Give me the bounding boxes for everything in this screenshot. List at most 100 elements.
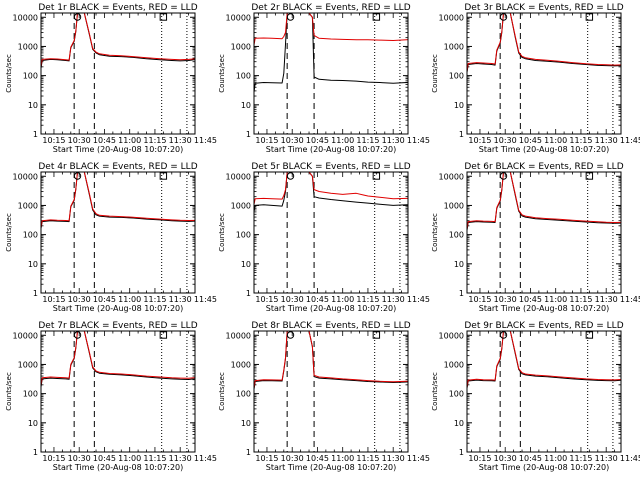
y-tick-label: 100 bbox=[449, 231, 464, 240]
square-marker bbox=[159, 331, 168, 339]
x-tick-label: 10:30 bbox=[281, 136, 304, 145]
x-tick-label: 10:30 bbox=[68, 136, 91, 145]
x-tick-label: 11:00 bbox=[118, 295, 141, 304]
x-tick-label: 11:45 bbox=[194, 136, 217, 145]
panel-title: Det 3r BLACK = Events, RED = LLD bbox=[464, 3, 623, 13]
x-tick-label: 11:15 bbox=[569, 295, 592, 304]
series-group bbox=[254, 172, 408, 215]
y-tick-label: 100 bbox=[23, 390, 38, 399]
y-axis-label: Counts/sec bbox=[431, 372, 439, 411]
x-tick-label: 11:30 bbox=[169, 295, 192, 304]
x-tick-label: 11:30 bbox=[382, 136, 405, 145]
panel-det-4: Det 4r BLACK = Events, RED = LLD Counts/s… bbox=[5, 162, 217, 313]
circle-marker bbox=[499, 172, 508, 180]
x-tick-label: 10:30 bbox=[281, 454, 304, 463]
x-tick-label: 11:00 bbox=[331, 454, 354, 463]
events-series-line bbox=[467, 172, 621, 234]
lld-series-line bbox=[41, 13, 195, 70]
y-axis-label: Counts/sec bbox=[218, 54, 226, 93]
y-tick-label: 1 bbox=[33, 448, 38, 457]
plot-frame bbox=[466, 12, 622, 135]
x-tick-label: 11:30 bbox=[382, 454, 405, 463]
y-axis-label: Counts/sec bbox=[218, 213, 226, 252]
x-tick-label: 10:15 bbox=[468, 295, 491, 304]
panel-det-3: Det 3r BLACK = Events, RED = LLD Counts/s… bbox=[431, 3, 640, 154]
series-group bbox=[254, 331, 408, 393]
y-axis-label: Counts/sec bbox=[431, 213, 439, 252]
x-tick-label: 11:00 bbox=[118, 454, 141, 463]
x-axis-label: Start Time (20-Aug-08 10:07:20) bbox=[53, 463, 184, 472]
y-tick-label: 10 bbox=[454, 101, 464, 110]
x-tick-label: 11:30 bbox=[595, 295, 618, 304]
y-tick-label: 1 bbox=[246, 130, 251, 139]
circle-marker bbox=[73, 331, 82, 339]
panel-det-1: Det 1r BLACK = Events, RED = LLD Counts/s… bbox=[5, 3, 217, 154]
series-group bbox=[467, 172, 621, 234]
x-tick-label: 10:45 bbox=[306, 454, 329, 463]
x-tick-label: 11:45 bbox=[407, 454, 430, 463]
y-axis-label: Counts/sec bbox=[218, 372, 226, 411]
y-tick-label: 1 bbox=[33, 130, 38, 139]
panel-title: Det 2r BLACK = Events, RED = LLD bbox=[251, 3, 410, 13]
x-tick-label: 11:45 bbox=[194, 295, 217, 304]
x-tick-label: 11:15 bbox=[356, 295, 379, 304]
lld-series-line bbox=[41, 331, 195, 389]
x-tick-label: 10:15 bbox=[42, 295, 65, 304]
y-tick-label: 10 bbox=[28, 260, 38, 269]
y-tick-label: 100 bbox=[23, 72, 38, 81]
events-series-line bbox=[254, 13, 408, 97]
y-tick-label: 1 bbox=[33, 289, 38, 298]
series-group bbox=[467, 331, 621, 392]
x-tick-label: 11:45 bbox=[407, 295, 430, 304]
y-tick-label: 1000 bbox=[444, 201, 464, 210]
y-tick-label: 10000 bbox=[439, 13, 464, 22]
x-tick-label: 10:45 bbox=[519, 136, 542, 145]
series-group bbox=[41, 13, 195, 72]
plot-frame bbox=[253, 171, 409, 294]
lld-series-line bbox=[41, 172, 195, 231]
x-tick-label: 11:15 bbox=[569, 136, 592, 145]
y-axis-label: Counts/sec bbox=[5, 54, 13, 93]
y-tick-label: 1 bbox=[246, 448, 251, 457]
series-group bbox=[467, 13, 621, 76]
y-tick-label: 100 bbox=[449, 390, 464, 399]
x-tick-label: 10:15 bbox=[255, 295, 278, 304]
x-tick-label: 10:15 bbox=[255, 136, 278, 145]
x-axis-label: Start Time (20-Aug-08 10:07:20) bbox=[479, 304, 610, 313]
y-tick-label: 10000 bbox=[226, 331, 251, 340]
y-tick-label: 10 bbox=[454, 260, 464, 269]
panel-det-9: Det 9r BLACK = Events, RED = LLD Counts/s… bbox=[431, 321, 640, 472]
x-tick-label: 11:30 bbox=[169, 136, 192, 145]
square-marker bbox=[372, 331, 381, 339]
y-tick-label: 1000 bbox=[231, 360, 251, 369]
square-marker bbox=[585, 331, 594, 339]
y-tick-label: 100 bbox=[236, 72, 251, 81]
y-tick-label: 1 bbox=[459, 130, 464, 139]
y-tick-label: 100 bbox=[236, 231, 251, 240]
y-tick-label: 10000 bbox=[439, 331, 464, 340]
plot-frame bbox=[40, 330, 196, 453]
x-tick-label: 11:30 bbox=[382, 295, 405, 304]
x-axis-label: Start Time (20-Aug-08 10:07:20) bbox=[53, 145, 184, 154]
plot-frame bbox=[466, 171, 622, 294]
x-tick-label: 10:15 bbox=[468, 136, 491, 145]
circle-marker bbox=[286, 172, 295, 180]
x-tick-label: 10:45 bbox=[93, 136, 116, 145]
y-tick-label: 10000 bbox=[439, 172, 464, 181]
x-tick-label: 10:30 bbox=[494, 295, 517, 304]
y-tick-label: 1000 bbox=[444, 42, 464, 51]
x-tick-label: 11:30 bbox=[595, 454, 618, 463]
y-tick-label: 1 bbox=[246, 289, 251, 298]
x-tick-label: 10:30 bbox=[494, 454, 517, 463]
x-tick-label: 10:30 bbox=[68, 454, 91, 463]
plot-frame bbox=[40, 171, 196, 294]
y-tick-label: 10 bbox=[28, 101, 38, 110]
y-tick-label: 1000 bbox=[18, 201, 38, 210]
x-axis-label: Start Time (20-Aug-08 10:07:20) bbox=[266, 145, 397, 154]
square-marker bbox=[585, 13, 594, 21]
circle-marker bbox=[73, 13, 82, 21]
x-tick-label: 10:15 bbox=[255, 454, 278, 463]
y-axis-label: Counts/sec bbox=[431, 54, 439, 93]
x-axis-label: Start Time (20-Aug-08 10:07:20) bbox=[479, 145, 610, 154]
y-tick-label: 1 bbox=[459, 289, 464, 298]
